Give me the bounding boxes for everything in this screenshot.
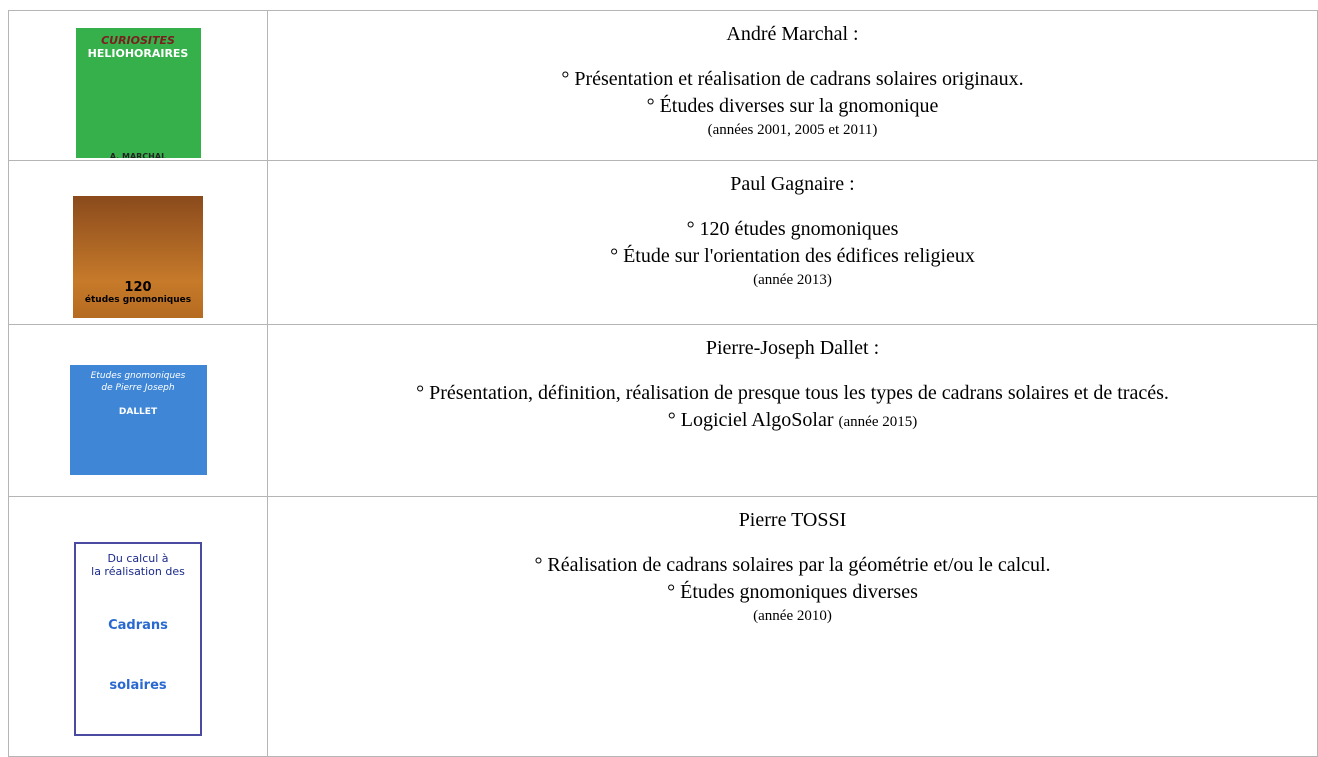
table-row: CURIOSITES HELIOHORAIRES A. MARCHAL André M… — [8, 10, 1318, 161]
cover-image: Etudes gnomoniques de Pierre Joseph DALLET — [69, 365, 207, 475]
author-name: Paul Gagnaire : — [730, 173, 855, 195]
cover-text: HELIOHORAIRES — [87, 47, 189, 60]
item: ° 120 études gnomoniques — [686, 218, 899, 240]
cover-text: de Pierre Joseph — [101, 383, 175, 393]
item-text: ° Logiciel AlgoSolar — [667, 409, 834, 431]
item: ° Présentation, définition, réalisation … — [416, 382, 1169, 404]
page: CURIOSITES HELIOHORAIRES A. MARCHAL André M… — [8, 10, 1318, 757]
cover-text: Cadrans — [108, 618, 168, 633]
cover-image: 120 études gnomoniques — [73, 196, 203, 318]
cover-text: DALLET — [118, 407, 158, 417]
cover-cell: Etudes gnomoniques de Pierre Joseph DALLET — [8, 324, 268, 497]
cover-text: solaires — [109, 678, 167, 693]
description-cell: Paul Gagnaire : ° 120 études gnomoniques °… — [267, 160, 1318, 325]
author-name: André Marchal : — [726, 23, 859, 45]
item: ° Présentation et réalisation de cadrans… — [561, 68, 1024, 90]
cover-text: la réalisation des — [91, 565, 185, 578]
table-row: 120 études gnomoniques Paul Gagnaire : ° 12… — [8, 160, 1318, 325]
item: ° Étude sur l'orientation des édifices r… — [610, 245, 975, 267]
item: ° Études diverses sur la gnomonique — [646, 95, 939, 117]
note: (année 2013) — [753, 272, 832, 288]
description-cell: André Marchal : ° Présentation et réalisa… — [267, 10, 1318, 161]
cover-text: A. MARCHAL — [109, 152, 167, 158]
author-name: Pierre-Joseph Dallet : — [705, 337, 880, 359]
cover-text: Etudes gnomoniques — [90, 371, 186, 381]
table-row: Etudes gnomoniques de Pierre Joseph DALLET… — [8, 324, 1318, 497]
table-row: Du calcul à la réalisation des Cadrans sola… — [8, 496, 1318, 757]
item-note: (année 2015) — [838, 414, 918, 430]
item: ° Réalisation de cadrans solaires par la… — [534, 554, 1051, 576]
cover-text: CURIOSITES — [101, 34, 175, 47]
cover-cell: Du calcul à la réalisation des Cadrans sola… — [8, 496, 268, 757]
description-cell: Pierre-Joseph Dallet : ° Présentation, dé… — [267, 324, 1318, 497]
authors-table: CURIOSITES HELIOHORAIRES A. MARCHAL André M… — [8, 10, 1318, 757]
item: ° Études gnomoniques diverses — [667, 581, 918, 603]
note: (année 2010) — [753, 608, 832, 624]
cover-text: Du calcul à — [107, 552, 169, 565]
cover-text: études gnomoniques — [84, 295, 192, 305]
item: ° Logiciel AlgoSolar (année 2015) — [274, 407, 1311, 436]
note: (années 2001, 2005 et 2011) — [707, 122, 878, 138]
cover-image: CURIOSITES HELIOHORAIRES A. MARCHAL — [75, 28, 201, 158]
cover-cell: CURIOSITES HELIOHORAIRES A. MARCHAL — [8, 10, 268, 161]
author-name: Pierre TOSSI — [738, 509, 847, 531]
cover-text: 120 — [124, 280, 152, 295]
cover-cell: 120 études gnomoniques — [8, 160, 268, 325]
description-cell: Pierre TOSSI ° Réalisation de cadrans sol… — [267, 496, 1318, 757]
cover-image: Du calcul à la réalisation des Cadrans sola… — [74, 542, 202, 736]
